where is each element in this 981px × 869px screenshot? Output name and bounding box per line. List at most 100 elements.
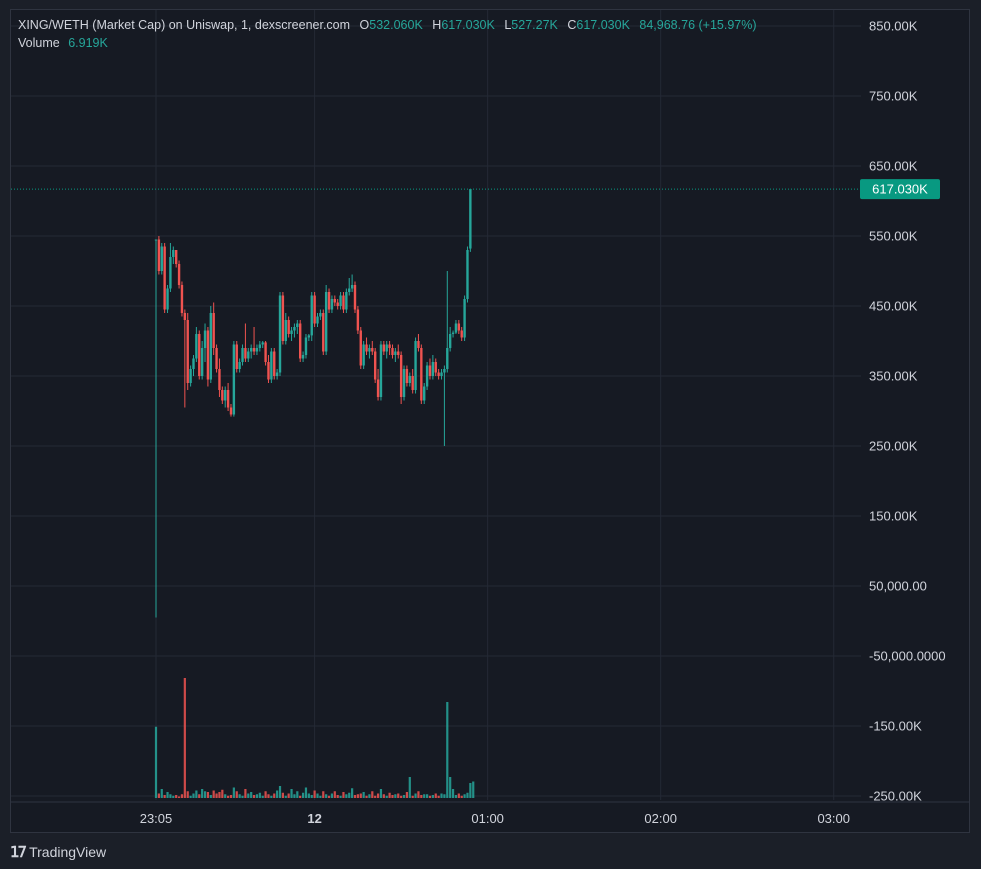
candle-body <box>241 348 244 362</box>
candle-body <box>313 295 316 324</box>
time-tick-label: 23:05 <box>140 811 173 826</box>
volume-bar <box>201 789 204 798</box>
high-value: 617.030K <box>441 18 495 32</box>
volume-bar <box>460 795 463 798</box>
candle-body <box>264 342 267 362</box>
candle-body <box>296 323 299 327</box>
last-price-label: 617.030K <box>872 182 928 197</box>
volume-bar <box>353 795 357 798</box>
candle-body <box>330 299 334 310</box>
volume-bar <box>451 789 455 798</box>
price-tick-label: 350.00K <box>869 369 918 384</box>
volume-bar <box>177 796 181 798</box>
volume-bar <box>327 795 331 798</box>
price-tick-label: 850.00K <box>869 19 918 34</box>
volume-bar <box>281 792 284 798</box>
candle-body <box>394 351 397 355</box>
volume-bar <box>420 795 423 798</box>
volume-bar <box>258 792 261 798</box>
candle-body <box>362 344 365 366</box>
volume-bar <box>186 791 189 798</box>
candle-body <box>316 316 319 324</box>
volume-bar <box>316 793 319 798</box>
volume-bar <box>273 793 276 798</box>
time-tick-label: 02:00 <box>644 811 677 826</box>
volume-legend: Volume 6.919K <box>18 36 108 50</box>
volume-bar <box>351 788 354 798</box>
volume-label: Volume <box>18 36 60 50</box>
volume-bar <box>385 795 388 798</box>
volume-bar <box>189 795 192 798</box>
candle-body <box>399 355 403 397</box>
volume-bar <box>206 792 210 798</box>
volume-bar <box>446 702 449 798</box>
candle-body <box>443 369 446 373</box>
candle-body <box>431 362 435 376</box>
close-value: 617.030K <box>576 18 630 32</box>
volume-bar <box>244 789 247 798</box>
candle-body <box>192 358 195 369</box>
ohlc-legend: XING/WETH (Market Cap) on Uniswap, 1, de… <box>18 18 757 32</box>
volume-bar <box>290 789 293 798</box>
volume-bar <box>434 793 437 798</box>
volume-bar <box>391 795 394 798</box>
volume-bar <box>408 777 411 798</box>
candlestick-chart[interactable]: 617.030K 850.00K 750.00K 650.00K 550.00K 450.… <box>11 10 969 832</box>
candle-body <box>405 369 409 383</box>
price-tick-label: -250.00K <box>869 789 922 804</box>
volume-bar <box>267 794 270 798</box>
candle-body <box>174 250 178 264</box>
volume-bar <box>469 783 472 798</box>
candle-body <box>402 369 406 397</box>
open-value: 532.060K <box>369 18 423 32</box>
volume-bar <box>423 794 426 798</box>
volume-bar <box>287 793 290 798</box>
volume-bar <box>463 794 466 798</box>
volume-bar <box>454 795 458 798</box>
volume-bar <box>183 678 186 798</box>
volume-bar <box>374 795 377 798</box>
candle-body <box>457 323 461 331</box>
candle-body <box>275 372 279 376</box>
volume-bar <box>330 793 334 798</box>
volume-bar <box>198 794 201 798</box>
volume-bar <box>229 795 233 798</box>
price-tick-label: 450.00K <box>869 299 918 314</box>
candle-body <box>157 239 161 271</box>
candle-body <box>221 390 224 401</box>
volume-bar <box>212 790 215 798</box>
volume-value: 6.919K <box>68 36 108 50</box>
price-tick-label: -150.00K <box>869 719 922 734</box>
tradingview-name: TradingView <box>29 844 107 860</box>
candle-body <box>356 309 360 331</box>
volume-bar <box>333 791 336 798</box>
volume-bar <box>166 792 169 798</box>
volume-bar <box>382 794 385 798</box>
volume-bar <box>307 793 310 798</box>
chart-panel[interactable]: 617.030K 850.00K 750.00K 650.00K 550.00K 450.… <box>10 9 970 833</box>
candle-body <box>212 313 215 348</box>
candle-body <box>224 390 227 401</box>
candle-body <box>287 320 290 334</box>
time-tick-label: 12 <box>307 811 321 826</box>
price-tick-label: 250.00K <box>869 439 918 454</box>
volume-bar <box>319 795 322 798</box>
volume-bar <box>368 794 371 798</box>
volume-bar <box>371 791 374 798</box>
volume-bar <box>359 793 362 798</box>
candle-body <box>368 348 371 352</box>
candle-body <box>183 313 187 320</box>
volume-bar <box>278 786 282 798</box>
volume-bar <box>195 790 198 798</box>
volume-bar <box>299 795 302 798</box>
candle-body <box>324 292 328 352</box>
volume-bar <box>250 792 253 798</box>
candle-body <box>301 355 305 359</box>
candle-body <box>218 369 221 390</box>
candle-body <box>299 323 302 359</box>
high-label: H <box>432 18 442 32</box>
candle-body <box>215 348 218 369</box>
volume-bar <box>379 789 383 798</box>
tradingview-branding[interactable]: 𝟣𝟩 TradingView <box>10 843 106 861</box>
candle-body <box>319 313 322 317</box>
